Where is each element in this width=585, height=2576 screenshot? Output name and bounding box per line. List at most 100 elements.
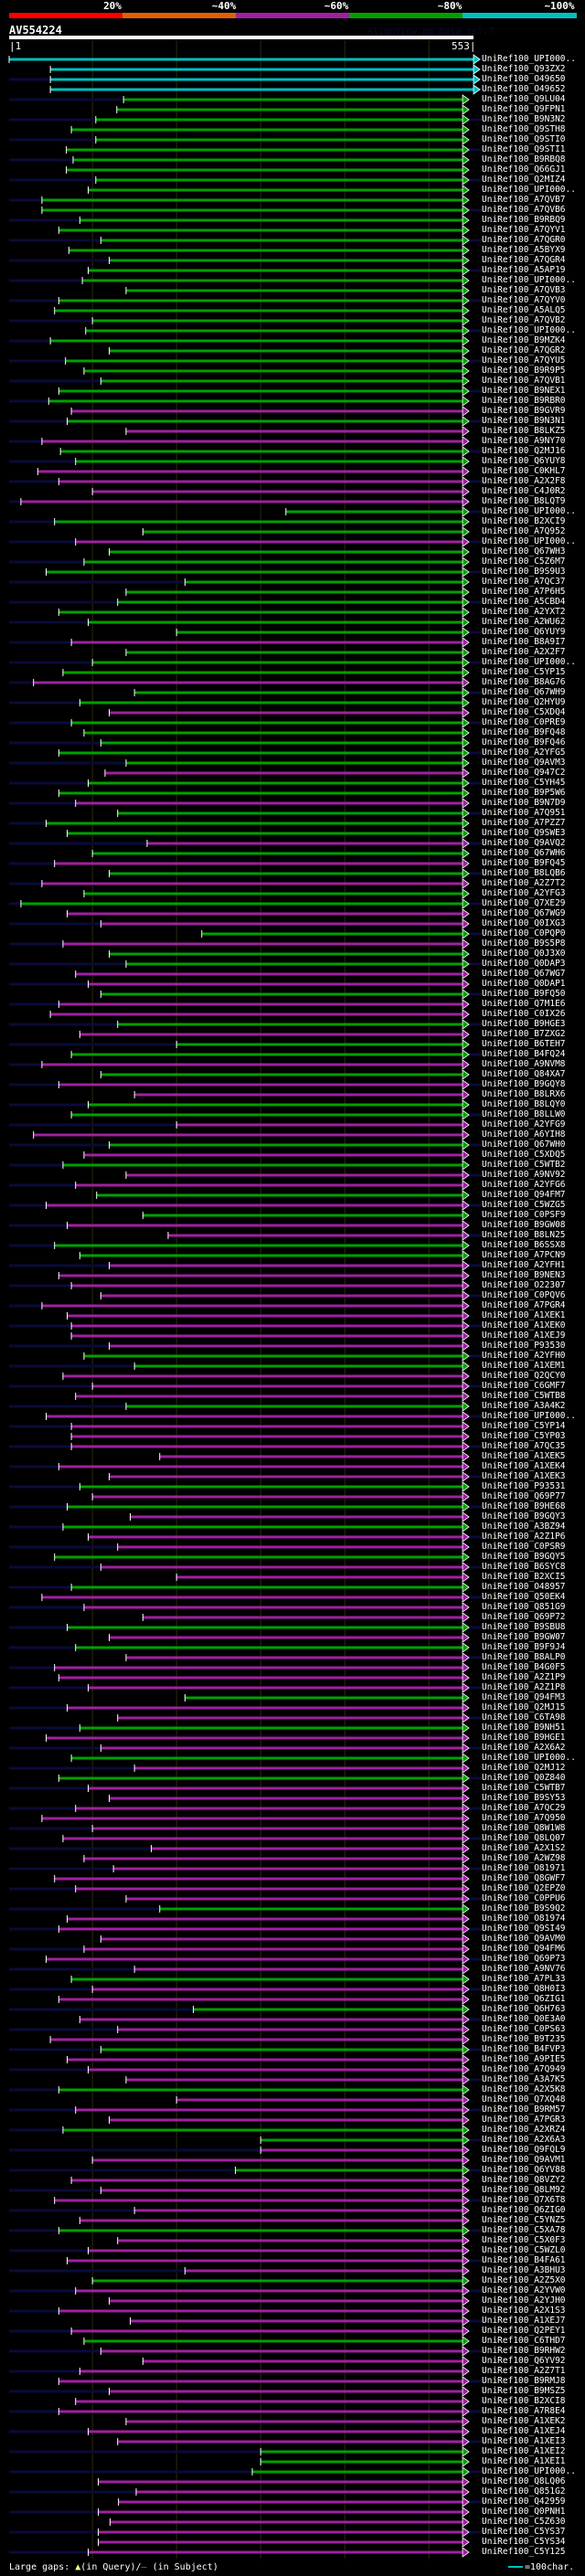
hit-label[interactable]: UniRef100_B9GQY3 (482, 1511, 566, 1521)
hit-label[interactable]: UniRef100_UPI000.. (482, 657, 576, 667)
hit-label[interactable]: UniRef100_Q6ZIG0 (482, 2205, 566, 2215)
hit-label[interactable]: UniRef100_A2Z1P9 (482, 1672, 566, 1682)
hit-label[interactable]: UniRef100_A7P6H5 (482, 587, 566, 597)
hit-label[interactable]: UniRef100_A5AP19 (482, 265, 566, 275)
hit-label[interactable]: UniRef100_Q0PNH1 (482, 2507, 566, 2517)
hit-label[interactable]: UniRef100_Q2MJ15 (482, 1702, 566, 1712)
hit-label[interactable]: UniRef100_Q9AVQ2 (482, 838, 566, 848)
hit-label[interactable]: UniRef100_C5XDQ5 (482, 1150, 566, 1160)
hit-label[interactable]: UniRef100_B9RBQ9 (482, 215, 566, 225)
hit-label[interactable]: UniRef100_B9HGE3 (482, 1019, 566, 1029)
hit-label[interactable]: UniRef100_B6SSX8 (482, 1240, 566, 1250)
hit-label[interactable]: UniRef100_Q67WH0 (482, 1140, 566, 1150)
hit-label[interactable]: UniRef100_B8LLW0 (482, 1109, 566, 1119)
hit-label[interactable]: UniRef100_Q9FQL9 (482, 2145, 566, 2155)
hit-label[interactable]: UniRef100_A7QVB7 (482, 195, 566, 205)
hit-label[interactable]: UniRef100_A2Z7T2 (482, 878, 566, 888)
hit-label[interactable]: UniRef100_B2XCI8 (482, 2396, 566, 2406)
hit-label[interactable]: UniRef100_B9MSZ5 (482, 2386, 566, 2396)
hit-label[interactable]: UniRef100_C6TA98 (482, 1712, 566, 1723)
hit-label[interactable]: UniRef100_Q9STI0 (482, 134, 566, 144)
hit-label[interactable]: UniRef100_B2XCI9 (482, 516, 566, 526)
hit-label[interactable]: UniRef100_A3BHU3 (482, 2265, 566, 2275)
hit-label[interactable]: UniRef100_UPI000.. (482, 325, 576, 335)
hit-label[interactable]: UniRef100_A6YIH8 (482, 1129, 566, 1140)
hit-label[interactable]: UniRef100_C5YS37 (482, 2527, 566, 2537)
hit-label[interactable]: UniRef100_C5Z630 (482, 2517, 566, 2527)
hit-label[interactable]: UniRef100_Q2PEY1 (482, 2326, 566, 2336)
hit-label[interactable]: UniRef100_B4FA61 (482, 2255, 566, 2265)
hit-label[interactable]: UniRef100_A3A7K5 (482, 2074, 566, 2084)
hit-label[interactable]: UniRef100_C0PPU6 (482, 1893, 566, 1903)
hit-label[interactable]: UniRef100_A5CBD4 (482, 597, 566, 607)
hit-label[interactable]: UniRef100_Q9AVM1 (482, 2155, 566, 2165)
hit-label[interactable]: UniRef100_A7Q952 (482, 526, 566, 536)
hit-label[interactable]: UniRef100_A2YVW0 (482, 2285, 566, 2295)
hit-label[interactable]: UniRef100_Q0DAP3 (482, 959, 566, 969)
hit-label[interactable]: UniRef100_A7PGR4 (482, 1300, 566, 1310)
hit-label[interactable]: UniRef100_Q2HYU9 (482, 697, 566, 707)
hit-label[interactable]: UniRef100_C0PS63 (482, 2024, 566, 2034)
hit-label[interactable]: UniRef100_A2XRZ4 (482, 2125, 566, 2135)
hit-label[interactable]: UniRef100_C5YP03 (482, 1431, 566, 1441)
hit-label[interactable]: UniRef100_A2YFG9 (482, 1119, 566, 1129)
hit-label[interactable]: UniRef100_C5YNZ5 (482, 2215, 566, 2225)
hit-label[interactable]: UniRef100_B9F9J4 (482, 1642, 566, 1652)
hit-label[interactable]: UniRef100_C5WZG5 (482, 1200, 566, 1210)
hit-label[interactable]: UniRef100_B9RBR0 (482, 396, 566, 406)
hit-label[interactable]: UniRef100_C0PQV6 (482, 1290, 566, 1300)
hit-label[interactable]: UniRef100_Q69P77 (482, 1491, 566, 1501)
hit-label[interactable]: UniRef100_Q0E3A0 (482, 2014, 566, 2024)
hit-label[interactable]: UniRef100_Q67WG9 (482, 908, 566, 918)
hit-label[interactable]: UniRef100_A7QC29 (482, 1803, 566, 1813)
hit-label[interactable]: UniRef100_A2YXT2 (482, 607, 566, 617)
hit-label[interactable]: UniRef100_O49652 (482, 84, 566, 94)
hit-label[interactable]: UniRef100_Q9FPN1 (482, 104, 566, 114)
hit-label[interactable]: UniRef100_A7QVB1 (482, 376, 566, 386)
hit-label[interactable]: UniRef100_C5XDQ4 (482, 707, 566, 717)
hit-label[interactable]: UniRef100_Q7XE29 (482, 898, 566, 908)
hit-label[interactable]: UniRef100_C0PRE9 (482, 717, 566, 727)
hit-label[interactable]: UniRef100_C0IX26 (482, 1009, 566, 1019)
hit-label[interactable]: UniRef100_Q7M1E6 (482, 999, 566, 1009)
hit-label[interactable]: UniRef100_Q9AVM0 (482, 1934, 566, 1944)
hit-label[interactable]: UniRef100_UPI000.. (482, 1411, 576, 1421)
hit-label[interactable]: UniRef100_Q93ZX2 (482, 64, 566, 74)
hit-label[interactable]: UniRef100_A2Z5X0 (482, 2275, 566, 2285)
hit-label[interactable]: UniRef100_Q6YUY9 (482, 627, 566, 637)
hit-label[interactable]: UniRef100_A1XEK4 (482, 1461, 566, 1471)
hit-label[interactable]: UniRef100_Q69P73 (482, 1954, 566, 1964)
hit-label[interactable]: UniRef100_B9S5P8 (482, 938, 566, 949)
hit-label[interactable]: UniRef100_A9PIE5 (482, 2054, 566, 2064)
hit-label[interactable]: UniRef100_A3BZ94 (482, 1521, 566, 1532)
hit-label[interactable]: UniRef100_B4FVP3 (482, 2044, 566, 2054)
hit-label[interactable]: UniRef100_A1XEK1 (482, 1310, 566, 1320)
hit-label[interactable]: UniRef100_C5WTB7 (482, 1783, 566, 1793)
hit-label[interactable]: UniRef100_B9T235 (482, 2034, 566, 2044)
hit-label[interactable]: UniRef100_UPI000.. (482, 185, 576, 195)
hit-label[interactable]: UniRef100_A7Q951 (482, 808, 566, 818)
hit-label[interactable]: UniRef100_C5YH45 (482, 778, 566, 788)
hit-label[interactable]: UniRef100_B9N7D9 (482, 798, 566, 808)
hit-label[interactable]: UniRef100_C5YP14 (482, 1421, 566, 1431)
hit-label[interactable]: UniRef100_UPI000.. (482, 506, 576, 516)
hit-label[interactable]: UniRef100_Q0DAP1 (482, 979, 566, 989)
hit-label[interactable]: UniRef100_Q8LQ06 (482, 2476, 566, 2486)
hit-label[interactable]: UniRef100_B8LQT9 (482, 496, 566, 506)
hit-label[interactable]: UniRef100_A1XEI2 (482, 2446, 566, 2456)
hit-label[interactable]: UniRef100_C0PSR9 (482, 1542, 566, 1552)
hit-label[interactable]: UniRef100_A2Z1P6 (482, 1532, 566, 1542)
hit-label[interactable]: UniRef100_C5WTB2 (482, 1160, 566, 1170)
hit-label[interactable]: UniRef100_B9NEN3 (482, 1270, 566, 1280)
hit-label[interactable]: UniRef100_Q6H763 (482, 2004, 566, 2014)
hit-label[interactable]: UniRef100_A1XEJ9 (482, 1330, 566, 1341)
hit-label[interactable]: UniRef100_A5BYX9 (482, 245, 566, 255)
hit-label[interactable]: UniRef100_Q8W1W8 (482, 1823, 566, 1833)
hit-label[interactable]: UniRef100_A2YFH0 (482, 1351, 566, 1361)
hit-label[interactable]: UniRef100_Q7X6T8 (482, 2195, 566, 2205)
hit-label[interactable]: UniRef100_B4G0F5 (482, 1662, 566, 1672)
hit-label[interactable]: UniRef100_UPI000.. (482, 2466, 576, 2476)
hit-label[interactable]: UniRef100_C5Y125 (482, 2547, 566, 2557)
hit-label[interactable]: UniRef100_A9NVM8 (482, 1059, 566, 1069)
hit-label[interactable]: UniRef100_A7PGR3 (482, 2115, 566, 2125)
